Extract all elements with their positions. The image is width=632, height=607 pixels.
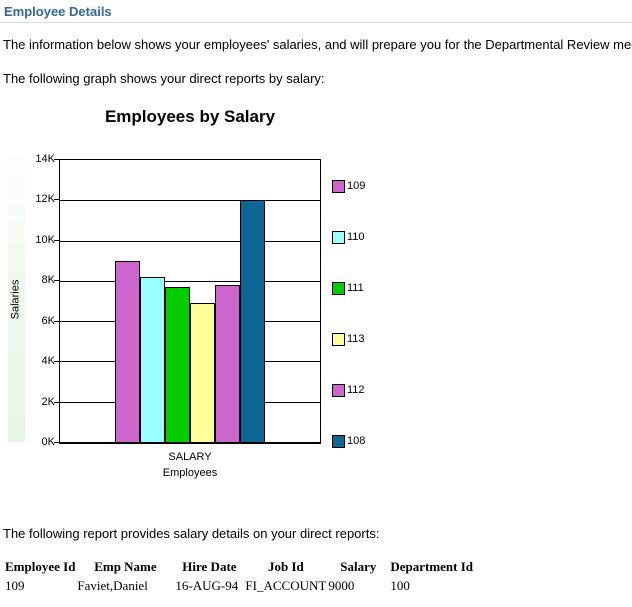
y-tick-label: 14K: [35, 153, 55, 165]
report-intro-text: The following report provides salary det…: [3, 526, 380, 541]
x-axis-category-label: SALARY: [168, 451, 212, 463]
bar-chart: Employees by Salary Salaries 0K 2K 4K 6K 8K 1…: [8, 107, 412, 479]
y-tick-mark: [54, 361, 59, 362]
chart-title: Employees by Salary: [104, 107, 276, 126]
y-tick-mark: [54, 159, 59, 160]
table-cell: 109: [5, 578, 25, 593]
legend-label: 111: [347, 282, 364, 294]
legend-item-111: 111: [332, 282, 412, 296]
legend-item-108: 108: [332, 435, 412, 449]
table-cell: FI_ACCOUNT: [245, 578, 327, 593]
gridline: [60, 200, 320, 201]
legend-item-112: 112: [332, 384, 412, 398]
page-title: Employee Details: [4, 4, 112, 19]
legend-swatch-icon: [332, 333, 345, 346]
column-header: Employee Id: [5, 559, 76, 574]
gridline: [60, 241, 320, 242]
heading-divider: [0, 22, 632, 23]
column-header: Emp Name: [94, 559, 157, 574]
legend-swatch-icon: [332, 384, 345, 397]
bar-110: [140, 277, 165, 442]
legend-swatch-icon: [332, 180, 345, 193]
y-tick-mark: [54, 402, 59, 403]
legend-label: 110: [347, 231, 365, 243]
legend-item-110: 110: [332, 231, 412, 245]
y-tick-mark: [54, 321, 59, 322]
column-header: Hire Date: [182, 559, 237, 574]
legend-swatch-icon: [332, 435, 345, 448]
legend-item-113: 113: [332, 333, 412, 347]
column-header: Salary: [340, 559, 377, 574]
y-tick-mark: [54, 240, 59, 241]
gridline: [60, 281, 320, 282]
legend-label: 112: [347, 384, 365, 396]
table-cell: 9000: [328, 578, 355, 593]
y-tick-label: 0K: [41, 436, 55, 448]
graph-intro-text: The following graph shows your direct re…: [3, 71, 325, 86]
bar-113: [190, 303, 215, 442]
legend-label: 108: [347, 435, 366, 447]
column-header: Department Id: [390, 559, 474, 574]
y-tick-label: 8K: [41, 274, 55, 286]
plot-area: [59, 159, 321, 444]
column-header: Job Id: [267, 559, 304, 574]
table-cell: Faviet,Daniel: [77, 578, 148, 593]
table-row: 109 Faviet,Daniel 16-AUG-94 FI_ACCOUNT 9000 1…: [4, 578, 489, 594]
legend-item-109: 109: [332, 180, 412, 194]
y-tick-mark: [54, 199, 59, 200]
bar-112: [215, 285, 240, 442]
x-axis-title: Employees: [162, 467, 218, 479]
y-tick-mark: [54, 280, 59, 281]
y-tick-label: 4K: [41, 355, 55, 367]
bar-111: [165, 287, 190, 442]
table-cell: 100: [390, 578, 410, 593]
y-tick-label: 10K: [35, 234, 55, 246]
intro-text: The information below shows your employe…: [3, 37, 632, 52]
bar-109: [115, 261, 140, 442]
bar-108: [240, 200, 265, 442]
y-tick-label: 12K: [35, 193, 55, 205]
y-tick-label: 6K: [41, 315, 55, 327]
table-cell: 16-AUG-94: [175, 578, 239, 593]
table-header-row: Employee Id Emp Name Hire Date Job Id Salary…: [4, 559, 489, 578]
legend-swatch-icon: [332, 231, 345, 244]
legend-label: 109: [347, 180, 366, 192]
salary-table: Employee Id Emp Name Hire Date Job Id Salary…: [4, 559, 489, 594]
y-tick-mark: [54, 442, 59, 443]
y-tick-label: 2K: [41, 396, 55, 408]
y-axis-background-strip: [8, 154, 25, 442]
legend-swatch-icon: [332, 282, 345, 295]
legend-label: 113: [347, 333, 365, 345]
